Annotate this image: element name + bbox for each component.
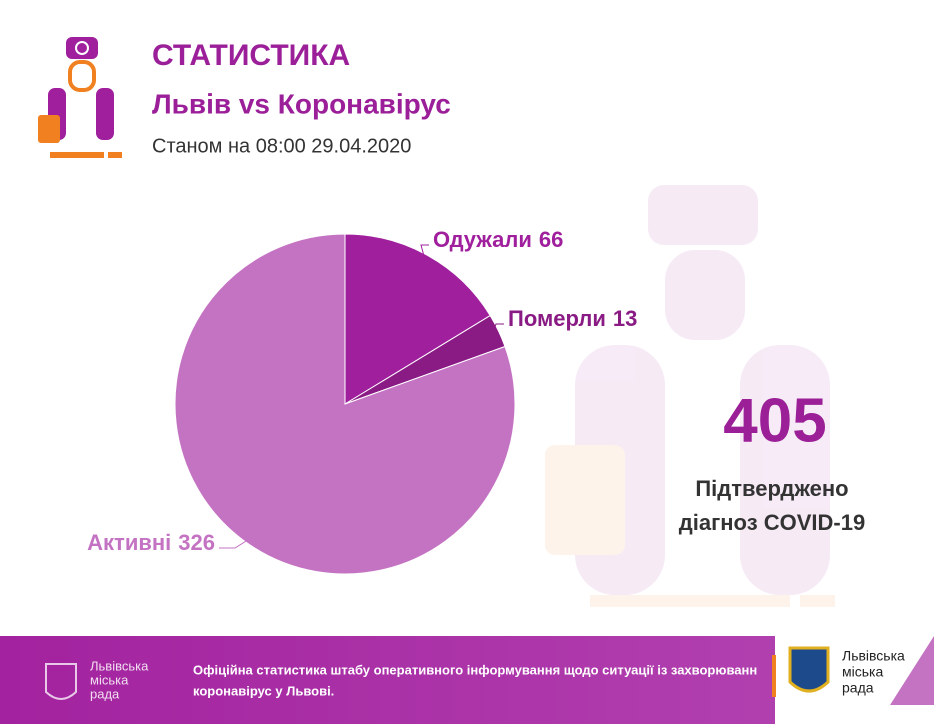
leader-line [219,537,251,549]
pie-slice [174,233,516,575]
total-caption: діагноз COVID-19 [679,510,865,535]
footer-corner [890,636,934,705]
subtitle: Львів vs Коронавірус [152,88,451,119]
footer-logo-text: міська [842,664,883,680]
date: Станом на 08:00 29.04.2020 [152,135,411,157]
footer-logo-text: міська [90,672,129,687]
leader-line [492,323,504,334]
footer-logo-text: Львівська [842,648,905,664]
footer-text: коронавірус у Львові. [193,683,334,698]
coat-of-arms [788,646,830,693]
pie-slice [344,233,491,405]
slice-label: Одужали 66 [433,227,563,252]
footer-text: Офіційна статистика штабу оперативного і… [193,662,757,677]
total-caption: Підтверджено [695,476,848,501]
slice-label-name: Одужали [433,227,532,252]
slice-label: Активні 326 [87,530,215,555]
pie-chart: Одужали 66 Померли 13 Активні 326 [87,227,637,575]
slice-label: Померли 13 [508,306,637,331]
header-icon [38,37,122,158]
slice-label-value: 66 [539,227,563,252]
footer-accent [772,655,776,697]
leader-line [420,244,429,262]
total-value: 405 [723,386,826,455]
footer-logo-text: рада [842,680,874,696]
slice-label-name: Активні [87,530,171,555]
slice-label-value: 326 [178,530,215,555]
title: СТАТИСТИКА [152,39,350,72]
footer-logo-text: рада [90,686,120,701]
footer-crest [45,663,77,700]
slice-label-name: Померли [508,306,606,331]
background-icon [545,185,835,607]
slice-label-value: 13 [613,306,637,331]
footer-logo-text: Львівська [90,658,149,673]
